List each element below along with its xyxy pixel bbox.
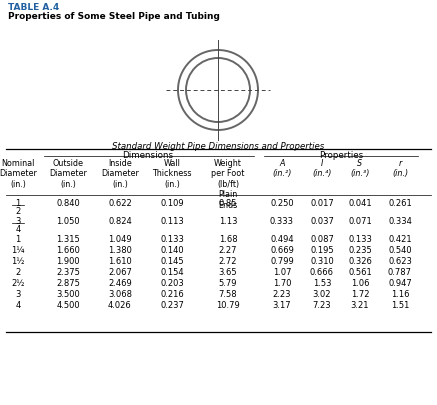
Text: 0.145: 0.145 (160, 256, 184, 265)
Text: TABLE A.4: TABLE A.4 (8, 3, 59, 12)
Text: 0.195: 0.195 (310, 245, 334, 254)
Text: 1¼: 1¼ (11, 245, 25, 254)
Text: 3: 3 (15, 289, 21, 298)
Text: 2.469: 2.469 (108, 278, 132, 287)
Text: 2.23: 2.23 (273, 289, 291, 298)
Text: 10.79: 10.79 (216, 300, 240, 309)
Text: Wall
Thickness
(in.): Wall Thickness (in.) (152, 159, 192, 188)
Text: 4: 4 (15, 224, 21, 233)
Text: I
(in.⁴): I (in.⁴) (312, 159, 332, 178)
Text: 4: 4 (15, 300, 21, 309)
Text: 0.622: 0.622 (108, 198, 132, 207)
Text: 3.02: 3.02 (313, 289, 331, 298)
Text: Weight
per Foot
(lb/ft)
Plain
Ends: Weight per Foot (lb/ft) Plain Ends (212, 159, 245, 209)
Text: 0.666: 0.666 (310, 267, 334, 276)
Text: 0.824: 0.824 (108, 216, 132, 226)
Text: 0.087: 0.087 (310, 234, 334, 243)
Text: 2½: 2½ (11, 278, 24, 287)
Text: 1.07: 1.07 (273, 267, 291, 276)
Text: 2.067: 2.067 (108, 267, 132, 276)
Text: 0.109: 0.109 (160, 198, 184, 207)
Text: 1.610: 1.610 (108, 256, 132, 265)
Text: 0.071: 0.071 (348, 216, 372, 226)
Text: 0.787: 0.787 (388, 267, 412, 276)
Text: 1.53: 1.53 (313, 278, 331, 287)
Text: 1½: 1½ (11, 256, 24, 265)
Text: 2.375: 2.375 (56, 267, 80, 276)
Text: Standard Weight Pipe Dimensions and Properties: Standard Weight Pipe Dimensions and Prop… (112, 142, 324, 151)
Text: Outside
Diameter
(in.): Outside Diameter (in.) (49, 159, 87, 188)
Text: 2.27: 2.27 (219, 245, 237, 254)
Text: 0.85: 0.85 (219, 198, 237, 207)
Text: Properties: Properties (319, 151, 363, 160)
Text: 2: 2 (15, 267, 21, 276)
Text: 0.113: 0.113 (160, 216, 184, 226)
Text: 1.72: 1.72 (351, 289, 369, 298)
Text: Inside
Diameter
(in.): Inside Diameter (in.) (101, 159, 139, 188)
Text: 1.06: 1.06 (351, 278, 369, 287)
Text: 1: 1 (15, 234, 21, 243)
Text: 4.500: 4.500 (56, 300, 80, 309)
Text: 0.561: 0.561 (348, 267, 372, 276)
Text: 1.315: 1.315 (56, 234, 80, 243)
Text: 7.58: 7.58 (218, 289, 237, 298)
Text: 0.235: 0.235 (348, 245, 372, 254)
Text: 1.51: 1.51 (391, 300, 409, 309)
Text: 0.799: 0.799 (270, 256, 294, 265)
Text: 0.133: 0.133 (160, 234, 184, 243)
Text: r
(in.): r (in.) (392, 159, 408, 178)
Text: 2: 2 (15, 207, 21, 215)
Text: A
(in.²): A (in.²) (272, 159, 291, 178)
Text: 1.68: 1.68 (218, 234, 237, 243)
Text: 0.154: 0.154 (160, 267, 184, 276)
Text: 5.79: 5.79 (219, 278, 237, 287)
Text: 0.203: 0.203 (160, 278, 184, 287)
Text: 0.140: 0.140 (160, 245, 184, 254)
Text: 0.669: 0.669 (270, 245, 294, 254)
Text: 1: 1 (15, 198, 21, 207)
Text: 0.237: 0.237 (160, 300, 184, 309)
Text: 7.23: 7.23 (313, 300, 331, 309)
Text: 1.380: 1.380 (108, 245, 132, 254)
Text: 1.049: 1.049 (108, 234, 132, 243)
Text: 2.72: 2.72 (219, 256, 237, 265)
Text: 1.16: 1.16 (391, 289, 409, 298)
Text: 3.65: 3.65 (218, 267, 237, 276)
Text: 0.261: 0.261 (388, 198, 412, 207)
Text: Dimensions: Dimensions (122, 151, 173, 160)
Text: Properties of Some Steel Pipe and Tubing: Properties of Some Steel Pipe and Tubing (8, 12, 220, 21)
Text: 3.500: 3.500 (56, 289, 80, 298)
Text: S
(in.³): S (in.³) (350, 159, 370, 178)
Text: 3.068: 3.068 (108, 289, 132, 298)
Text: 0.421: 0.421 (388, 234, 412, 243)
Text: 0.133: 0.133 (348, 234, 372, 243)
Text: 1.13: 1.13 (219, 216, 237, 226)
Text: 0.623: 0.623 (388, 256, 412, 265)
Text: 0.333: 0.333 (270, 216, 294, 226)
Text: 0.037: 0.037 (310, 216, 334, 226)
Text: 2.875: 2.875 (56, 278, 80, 287)
Text: 0.334: 0.334 (388, 216, 412, 226)
Text: 0.041: 0.041 (348, 198, 372, 207)
Text: 1.900: 1.900 (56, 256, 80, 265)
Text: 0.494: 0.494 (270, 234, 294, 243)
Text: 0.326: 0.326 (348, 256, 372, 265)
Text: 0.017: 0.017 (310, 198, 334, 207)
Text: 1.70: 1.70 (273, 278, 291, 287)
Text: Nominal
Diameter
(in.): Nominal Diameter (in.) (0, 159, 37, 188)
Text: 0.840: 0.840 (56, 198, 80, 207)
Text: 0.947: 0.947 (388, 278, 412, 287)
Text: 0.216: 0.216 (160, 289, 184, 298)
Text: 1.050: 1.050 (56, 216, 80, 226)
Text: 0.540: 0.540 (388, 245, 412, 254)
Text: 1.660: 1.660 (56, 245, 80, 254)
Text: 4.026: 4.026 (108, 300, 132, 309)
Text: 3: 3 (15, 216, 21, 226)
Text: 3.21: 3.21 (351, 300, 369, 309)
Text: 3.17: 3.17 (273, 300, 291, 309)
Text: 0.310: 0.310 (310, 256, 334, 265)
Text: 0.250: 0.250 (270, 198, 294, 207)
